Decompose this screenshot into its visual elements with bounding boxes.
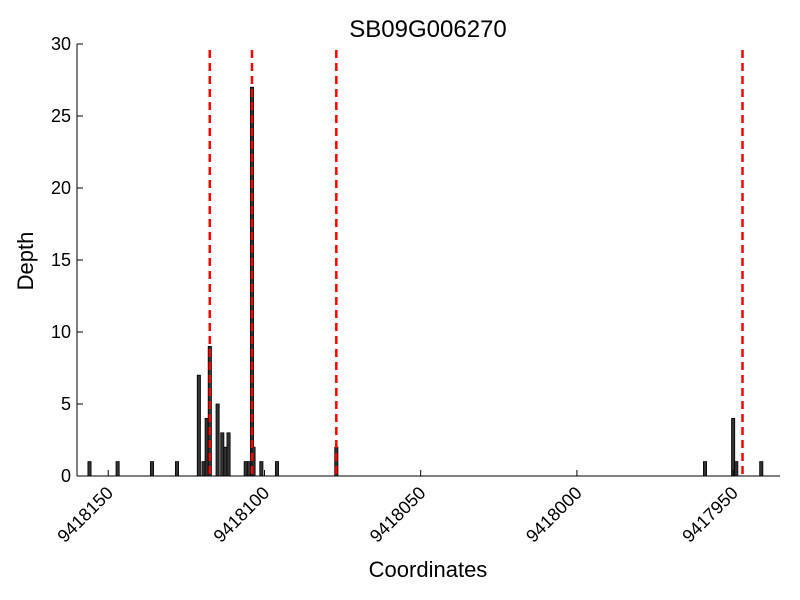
bar <box>220 432 225 477</box>
dashed-lines <box>208 50 744 476</box>
y-tick-label: 30 <box>51 34 71 54</box>
bar <box>759 461 764 477</box>
bar <box>246 461 251 477</box>
bar <box>226 432 231 477</box>
y-tick-label: 10 <box>51 322 71 342</box>
bar <box>274 461 279 477</box>
y-tick-label: 15 <box>51 250 71 270</box>
y-tick-label: 5 <box>61 394 71 414</box>
bar <box>196 374 201 477</box>
bar <box>734 461 739 477</box>
bars <box>87 86 764 477</box>
chart-title: SB09G006270 <box>349 16 506 43</box>
x-tick-label: 9418150 <box>53 483 117 547</box>
axes: 0 5 10 15 20 25 30 9418150 9418100 9418050 9418000… <box>51 34 780 546</box>
x-axis-label: Coordinates <box>369 557 488 582</box>
bar <box>259 461 264 477</box>
x-tick-label: 9418100 <box>210 483 274 547</box>
bar <box>174 461 179 477</box>
x-tick-label: 9418050 <box>366 483 430 547</box>
y-tick-label: 0 <box>61 466 71 486</box>
x-tick-label: 9418000 <box>522 483 586 547</box>
bar <box>731 417 736 477</box>
bar <box>201 461 206 477</box>
bar <box>87 461 92 477</box>
bar <box>243 461 248 477</box>
bar <box>223 446 228 477</box>
y-tick-label: 20 <box>51 178 71 198</box>
bar <box>215 403 220 477</box>
y-axis-label: Depth <box>13 232 38 291</box>
bar <box>204 417 209 477</box>
bar <box>703 461 708 477</box>
bar <box>115 461 120 477</box>
bar <box>149 461 154 477</box>
x-tick-label: 9417950 <box>678 483 742 547</box>
y-tick-label: 25 <box>51 106 71 126</box>
